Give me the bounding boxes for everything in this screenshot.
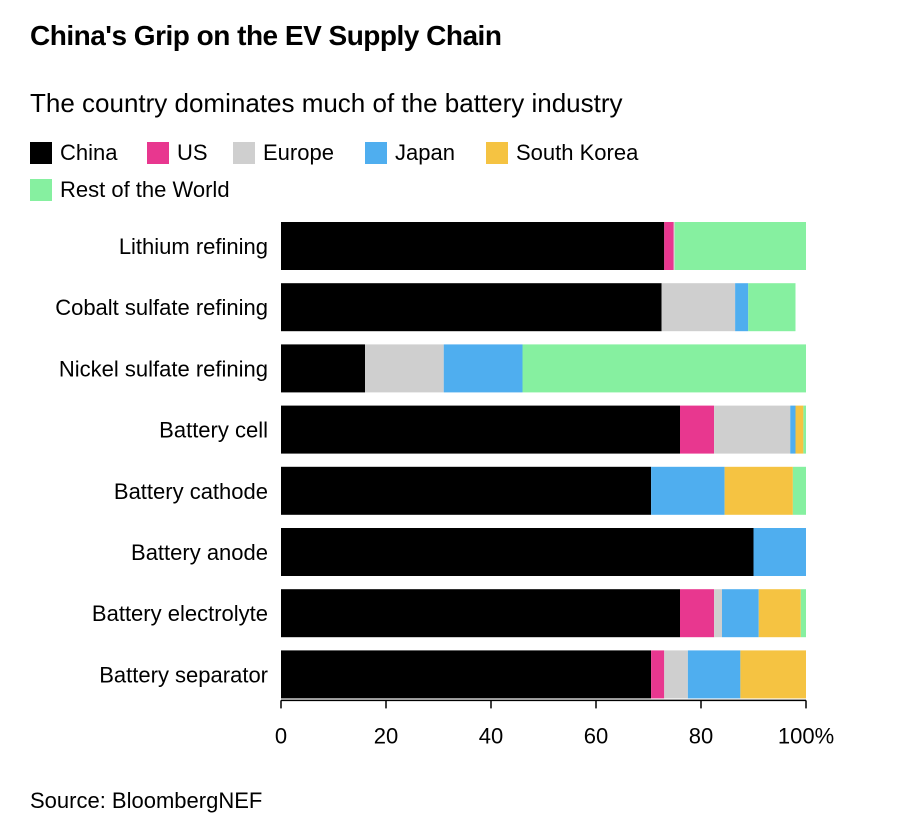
- bar-segment-battery-cell-south-korea: [795, 405, 804, 454]
- source-note: Source: BloombergNEF: [30, 788, 263, 813]
- bar-segment-battery-separator-japan: [687, 650, 741, 699]
- category-label-cobalt-sulfate-refining: Cobalt sulfate refining: [55, 295, 268, 320]
- legend-item-europe: Europe: [233, 140, 334, 166]
- bar-segment-battery-cathode-south-korea: [724, 466, 793, 515]
- legend-item-us: US: [147, 140, 208, 166]
- bar-segment-battery-cell-rest-of-the-world: [803, 405, 806, 454]
- x-tick-label-0: 0: [275, 723, 287, 748]
- bar-segment-cobalt-sulfate-refining-china: [281, 283, 662, 332]
- category-label-battery-separator: Battery separator: [99, 662, 268, 687]
- bar-segment-battery-anode-japan: [753, 528, 806, 576]
- legend-swatch-japan: [365, 142, 387, 164]
- bar-segment-battery-cell-us: [680, 405, 715, 454]
- bar-segment-battery-cell-japan: [790, 405, 796, 454]
- legend-swatch-europe: [233, 142, 255, 164]
- legend-swatch-us: [147, 142, 169, 164]
- bar-segment-battery-cathode-china: [281, 466, 652, 515]
- bar-segment-battery-electrolyte-europe: [714, 589, 722, 638]
- bar-segment-lithium-refining-china: [281, 222, 665, 270]
- bar-segment-battery-separator-us: [651, 650, 665, 699]
- x-tick-label-5: 100%: [778, 723, 834, 748]
- legend-swatch-rest-of-world: [30, 179, 52, 201]
- legend-label-south-korea: South Korea: [516, 140, 639, 165]
- legend-swatch-china: [30, 142, 52, 164]
- chart-title: China's Grip on the EV Supply Chain: [30, 20, 502, 51]
- legend-label-japan: Japan: [395, 140, 455, 165]
- bar-segment-lithium-refining-us: [664, 222, 674, 270]
- bar-segment-nickel-sulfate-refining-europe: [365, 344, 444, 393]
- bar-segment-battery-electrolyte-japan: [722, 589, 759, 638]
- category-label-battery-cathode: Battery cathode: [114, 479, 268, 504]
- bar-segment-cobalt-sulfate-refining-japan: [735, 283, 749, 332]
- bar-segment-cobalt-sulfate-refining-rest-of-the-world: [748, 283, 796, 332]
- category-label-lithium-refining: Lithium refining: [119, 234, 268, 259]
- legend-item-china: China: [30, 140, 117, 166]
- legend-label-us: US: [177, 140, 208, 165]
- bar-segment-battery-separator-south-korea: [740, 650, 806, 699]
- category-label-battery-cell: Battery cell: [159, 418, 268, 443]
- bar-segment-battery-electrolyte-south-korea: [758, 589, 801, 638]
- x-tick-label-1: 20: [374, 723, 398, 748]
- legend-label-china: China: [60, 140, 118, 165]
- bar-segment-lithium-refining-europe: [673, 222, 675, 270]
- bar-segment-nickel-sulfate-refining-japan: [443, 344, 523, 393]
- x-tick-label-2: 40: [479, 723, 503, 748]
- chart-subtitle: The country dominates much of the batter…: [30, 88, 623, 118]
- x-tick-label-4: 80: [689, 723, 713, 748]
- legend-item-south-korea: South Korea: [486, 140, 638, 166]
- legend-label-rest-of-world: Rest of the World: [60, 177, 230, 202]
- bar-segment-battery-cell-europe: [714, 405, 791, 454]
- bar-segment-battery-electrolyte-china: [281, 589, 680, 638]
- legend-label-europe: Europe: [263, 140, 334, 165]
- bar-segment-battery-cathode-japan: [651, 466, 725, 515]
- category-label-battery-electrolyte: Battery electrolyte: [92, 601, 268, 626]
- bar-segment-cobalt-sulfate-refining-europe: [661, 283, 736, 332]
- bar-segment-battery-separator-europe: [664, 650, 688, 699]
- bar-segment-battery-cathode-rest-of-the-world: [792, 466, 806, 515]
- bar-segment-battery-separator-china: [281, 650, 652, 699]
- bar-segment-nickel-sulfate-refining-rest-of-the-world: [522, 344, 806, 393]
- legend-item-rest-of-world: Rest of the World: [30, 177, 230, 203]
- category-label-battery-anode: Battery anode: [131, 540, 268, 565]
- bar-segment-nickel-sulfate-refining-china: [281, 344, 365, 393]
- category-label-nickel-sulfate-refining: Nickel sulfate refining: [59, 356, 268, 381]
- bar-segment-battery-electrolyte-rest-of-the-world: [800, 589, 806, 638]
- legend-swatch-south-korea: [486, 142, 508, 164]
- bar-segment-battery-anode-china: [281, 528, 754, 576]
- bar-segment-battery-cell-china: [281, 405, 680, 454]
- bar-segment-lithium-refining-rest-of-the-world: [674, 222, 806, 270]
- bar-segment-battery-electrolyte-us: [680, 589, 715, 638]
- stacked-bar-chart: Lithium refining Cobalt sulfate refining N…: [55, 222, 834, 748]
- x-tick-label-3: 60: [584, 723, 608, 748]
- legend-item-japan: Japan: [365, 140, 455, 166]
